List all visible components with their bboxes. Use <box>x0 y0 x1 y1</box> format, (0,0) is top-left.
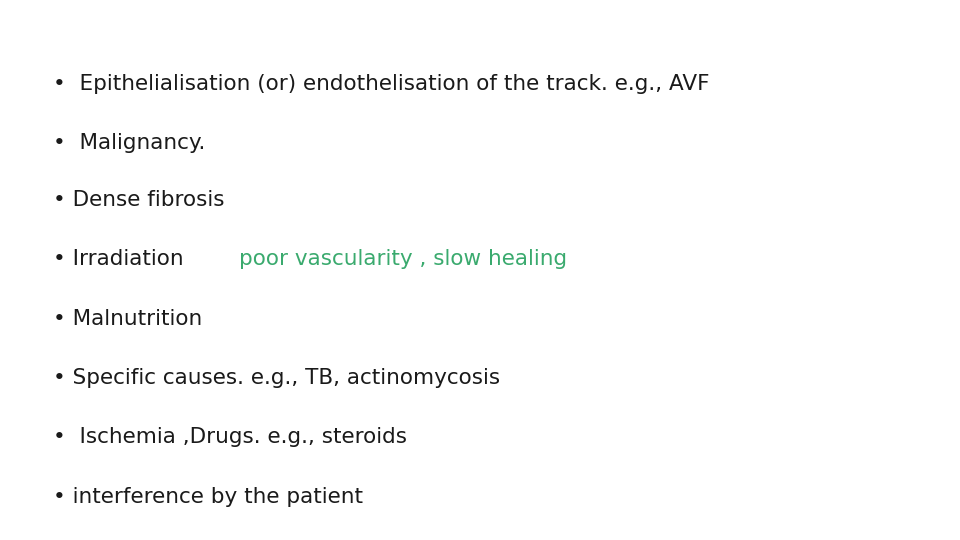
Text: • interference by the patient: • interference by the patient <box>53 487 363 507</box>
Text: • Specific causes. e.g., TB, actinomycosis: • Specific causes. e.g., TB, actinomycos… <box>53 368 500 388</box>
Text: •  Ischemia ,Drugs. e.g., steroids: • Ischemia ,Drugs. e.g., steroids <box>53 427 407 448</box>
Text: •  Malignancy.: • Malignancy. <box>53 133 205 153</box>
Text: •  Epithelialisation (or) endothelisation of the track. e.g., AVF: • Epithelialisation (or) endothelisation… <box>53 73 709 94</box>
Text: poor vascularity , slow healing: poor vascularity , slow healing <box>239 249 567 269</box>
Text: • Dense fibrosis: • Dense fibrosis <box>53 190 225 210</box>
Text: • Malnutrition: • Malnutrition <box>53 308 202 329</box>
Text: • Irradiation: • Irradiation <box>53 249 197 269</box>
